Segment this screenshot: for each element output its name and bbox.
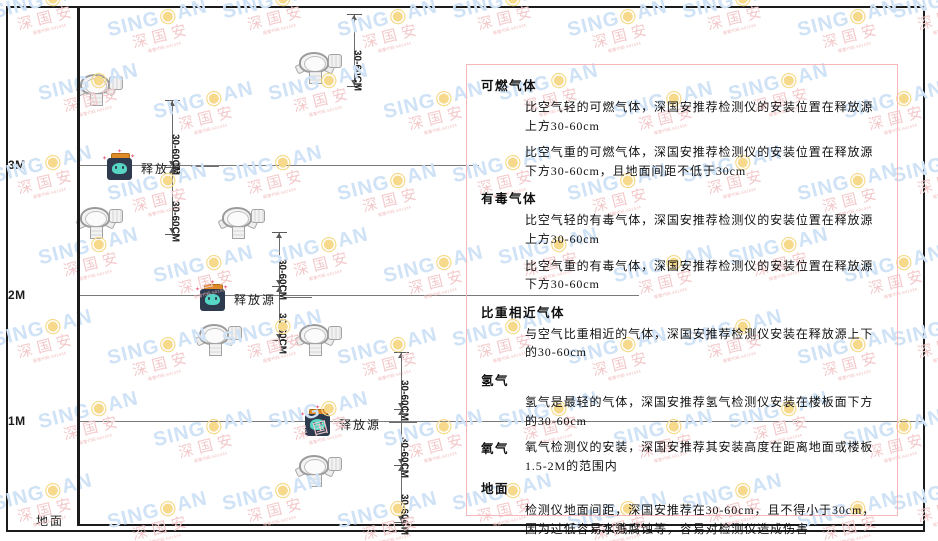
- guideline-section-title: 氢气: [481, 373, 510, 388]
- level-line-1m: [79, 421, 924, 422]
- dimension-stack: 30-60CM 30-60CM: [270, 232, 290, 354]
- gas-detector-icon: [294, 453, 342, 487]
- dimension-segment: 30-60CM: [163, 100, 183, 175]
- guideline-section-title: 可燃气体: [481, 79, 538, 93]
- level-line-3m: [79, 165, 479, 166]
- leader-line: [284, 297, 312, 298]
- installation-height-diagram: [77, 8, 80, 526]
- dimension-stack: 30-60CM 30-60CM 30-60CM: [392, 352, 412, 535]
- gas-detector-icon: [75, 72, 123, 106]
- dimension-segment: 30-60CM: [270, 286, 290, 354]
- arrow-up-icon: [351, 15, 357, 20]
- dimension-tick: [347, 86, 362, 87]
- guideline-section-title: 比重相近气体: [481, 305, 566, 320]
- guideline-section: 比重相近气体与空气比重相近的气体，深国安推荐检测仪安装在释放源上下的30-60c…: [481, 302, 881, 362]
- guideline-paragraph: 比空气重的可燃气体，深国安推荐检测仪的安装位置在释放源下方30-60cm，且地面…: [525, 145, 874, 178]
- arrow-down-icon: [169, 228, 175, 233]
- dimension-tick: [272, 340, 287, 341]
- arrow-up-icon: [276, 233, 282, 238]
- dimension-tick: [394, 352, 409, 353]
- arrow-up-icon: [169, 101, 175, 106]
- arrow-down-icon: [169, 161, 175, 166]
- dimension-tick: [394, 465, 409, 467]
- release-source-icon: ✦ ✦ ✦: [102, 149, 135, 182]
- y-axis: [77, 8, 80, 526]
- outer-frame: [6, 6, 925, 532]
- axis-label-1m: 1M: [8, 414, 26, 428]
- dimension-segment: 30-60CM: [392, 352, 412, 421]
- arrow-up-icon: [398, 409, 404, 415]
- release-source-icon: ✦ ✦ ✦: [195, 280, 228, 313]
- arrow-down-icon: [398, 515, 404, 521]
- dimension-stack: 30-60CM: [345, 14, 365, 91]
- dimension-segment: 30-60CM: [392, 409, 412, 478]
- release-source-label: 释放源: [234, 293, 277, 307]
- guideline-section-title: 有毒气体: [481, 192, 538, 207]
- guideline-paragraph: 氧气检测仪的安装，深国安推荐其安装高度在距离地面或楼板1.5-2M的范围内: [525, 440, 874, 473]
- guideline-paragraph: 氢气是最轻的气体，深国安推荐氢气检测仪安装在楼板面下方的30-60cm: [525, 394, 874, 428]
- leader-line: [191, 166, 219, 167]
- arrow-down-icon: [398, 402, 404, 408]
- arrow-up-icon: [169, 168, 175, 173]
- axis-label-3m: 3M: [8, 158, 26, 172]
- gas-detector-icon: [75, 205, 123, 239]
- dimension-tick: [394, 522, 409, 523]
- guideline-paragraph: 比空气轻的可燃气体，深国安推荐检测仪的安装位置在释放源上方30-60cm: [525, 100, 874, 133]
- dimension-tick: [165, 100, 180, 101]
- dimension-tick: [272, 286, 287, 287]
- arrow-down-icon: [398, 459, 404, 465]
- dimension-segment: 30-60CM: [270, 232, 290, 300]
- arrow-up-icon: [398, 353, 404, 358]
- guideline-paragraph: 检测仪地面间距，深国安推荐在30-60cm，且不得小于30cm，因为过低容易水溅…: [525, 503, 876, 536]
- guideline-paragraph: 比空气轻的有毒气体，深国安推荐检测仪的安装位置在释放源上方30-60cm: [525, 213, 874, 246]
- level-line-2m: [79, 295, 639, 296]
- guideline-section-title: 地面: [481, 482, 510, 497]
- guideline-paragraph: 比空气重的有毒气体，深国安推荐检测仪的安装位置在释放源下方30-60cm: [525, 258, 874, 292]
- gas-detector-icon: [194, 322, 242, 356]
- arrow-down-icon: [351, 80, 357, 85]
- arrow-up-icon: [398, 466, 404, 472]
- guideline-section: 可燃气体比空气轻的可燃气体，深国安推荐检测仪的安装位置在释放源上方30-60cm…: [481, 75, 881, 180]
- dimension-tick: [165, 234, 180, 235]
- gas-detector-icon: [294, 322, 342, 356]
- axis-label-2m: 2M: [8, 288, 26, 302]
- dimension-tick: [347, 14, 362, 15]
- guideline-section: 氧气 氧气检测仪的安装，深国安推荐其安装高度在距离地面或楼板1.5-2M的范围内: [481, 438, 881, 475]
- dimension-stack: 30-60CM 30-60CM: [163, 100, 183, 242]
- guideline-section-title: 氧气: [481, 442, 510, 457]
- arrow-up-icon: [276, 287, 282, 292]
- dimension-segment: 30-60CM: [345, 14, 365, 91]
- dimension-tick: [165, 167, 180, 168]
- dimension-tick: [272, 232, 287, 233]
- dimension-tick: [394, 408, 409, 410]
- dimension-line: [354, 14, 355, 86]
- dimension-line: [401, 352, 402, 522]
- leader-line: [389, 422, 417, 423]
- guideline-section: 氢气 氢气是最轻的气体，深国安推荐氢气检测仪安装在楼板面下方的30-60cm: [481, 370, 881, 430]
- dimension-segment: 30-60CM: [163, 167, 183, 242]
- guideline-paragraph: 与空气比重相近的气体，深国安推荐检测仪安装在释放源上下的30-60cm: [525, 326, 874, 360]
- arrow-down-icon: [276, 280, 282, 285]
- guideline-section: 有毒气体比空气轻的有毒气体，深国安推荐检测仪的安装位置在释放源上方30-60cm…: [481, 188, 881, 293]
- release-source-icon: ✦ ✦ ✦: [300, 405, 333, 438]
- guideline-section: 地面 检测仪地面间距，深国安推荐在30-60cm，且不得小于30cm，因为过低容易…: [481, 478, 881, 538]
- dimension-segment: 30-60CM: [392, 465, 412, 535]
- gas-detector-icon: [217, 205, 265, 239]
- gas-detector-icon: [294, 50, 342, 84]
- ground-axis: [77, 524, 925, 526]
- release-source-label: 释放源: [339, 418, 382, 432]
- guidelines-panel: 可燃气体比空气轻的可燃气体，深国安推荐检测仪的安装位置在释放源上方30-60cm…: [466, 64, 898, 536]
- ground-label: 地面: [36, 514, 65, 528]
- arrow-down-icon: [276, 334, 282, 339]
